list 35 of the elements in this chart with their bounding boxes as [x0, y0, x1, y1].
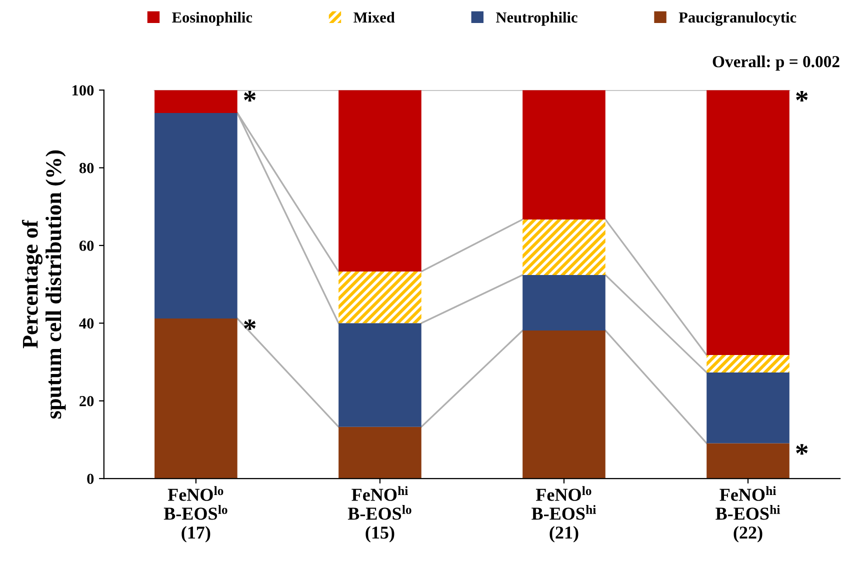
x-tick-label: FeNO$^{hi}$ B-EOS$^{hi}$ (22) — [716, 486, 780, 542]
legend-label: Eosinophilic — [172, 12, 252, 26]
bar — [154, 113, 238, 318]
bar — [706, 443, 790, 479]
bar — [522, 219, 606, 275]
bar — [522, 274, 606, 331]
x-tick-label: FeNO$^{lo}$ B-EOS$^{hi}$ (21) — [532, 486, 596, 542]
legend-label: Paucigranulocytic — [678, 12, 796, 26]
bar — [706, 355, 790, 372]
bar — [522, 90, 606, 220]
y-tick-label: 0 — [87, 474, 94, 484]
y-tick-label: 80 — [79, 162, 94, 174]
annotation: * — [796, 91, 808, 102]
y-axis-title: Percentage of sputum cell distribution (%) — [22, 150, 66, 419]
bar — [154, 318, 238, 479]
bar — [522, 330, 606, 479]
text: Overall: p = 0.002 — [712, 56, 840, 71]
x-tick-label: FeNO$^{hi}$ B-EOS$^{lo}$ (15) — [348, 486, 412, 542]
bar — [706, 90, 790, 356]
bar — [154, 90, 238, 113]
bar — [706, 372, 790, 444]
annotation: * — [244, 319, 256, 330]
legend-label: Mixed — [354, 12, 395, 23]
x-tick-label: FeNO$^{lo}$ B-EOS$^{lo}$ (17) — [164, 486, 228, 542]
bar — [338, 323, 422, 427]
y-tick-label: 20 — [80, 396, 94, 406]
annotation: * — [796, 444, 808, 455]
y-tick-label: 100 — [72, 85, 94, 96]
y-tick-label: 60 — [79, 240, 94, 251]
y-tick-label: 40 — [79, 318, 94, 329]
bar — [338, 271, 422, 324]
bar — [338, 426, 422, 479]
bar — [338, 90, 422, 272]
legend-label: Neutrophilic — [496, 12, 578, 26]
annotation: * — [244, 91, 256, 102]
